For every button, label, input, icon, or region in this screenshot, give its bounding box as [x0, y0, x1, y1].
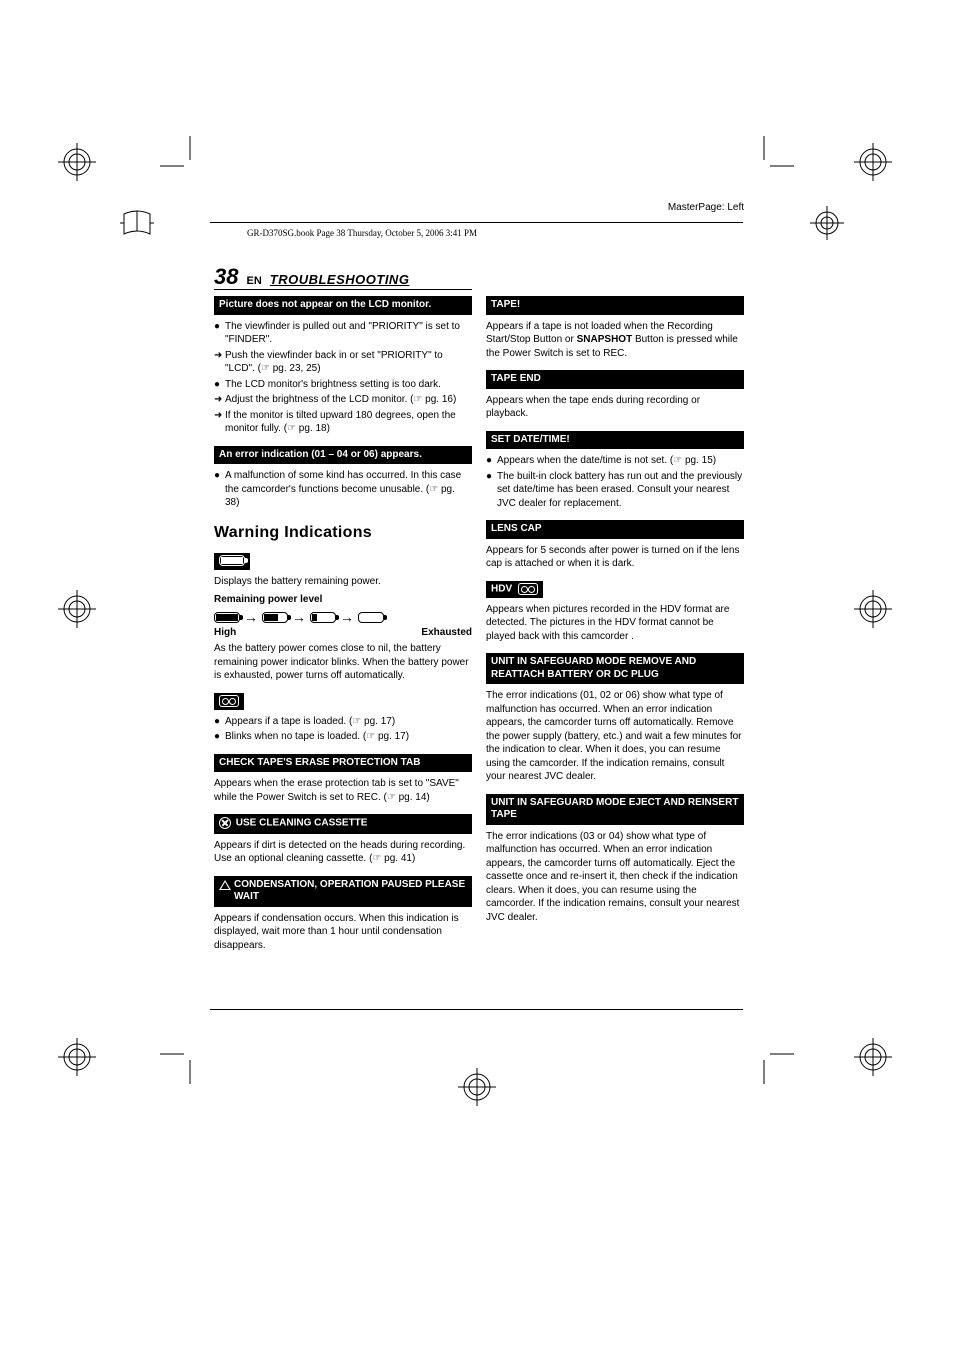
safeguard-battery-text: The error indications (01, 02 or 06) sho… — [486, 689, 744, 784]
battery-label: Displays the battery remaining power. — [214, 575, 472, 589]
cleaning-text: Appears if dirt is detected on the heads… — [214, 839, 472, 866]
header-condensation: CONDENSATION, OPERATION PAUSED PLEASE WA… — [214, 876, 472, 907]
crop-mark-tl — [160, 136, 196, 172]
reg-mark — [854, 590, 892, 628]
masterpage-label: MasterPage: Left — [668, 202, 744, 213]
reg-mark — [854, 143, 892, 181]
tape-text: Appears if a tape is not loaded when the… — [486, 320, 744, 361]
condensation-text: Appears if condensation occurs. When thi… — [214, 912, 472, 953]
book-icon — [118, 204, 156, 242]
header-safeguard-tape: UNIT IN SAFEGUARD MODE EJECT AND REINSER… — [486, 794, 744, 825]
header-error: An error indication (01 – 04 or 06) appe… — [214, 446, 472, 465]
header-hdv: HDV — [486, 581, 543, 598]
list-item: The viewfinder is pulled out and "PRIORI… — [225, 321, 460, 346]
right-column: TAPE! Appears if a tape is not loaded wh… — [486, 296, 744, 934]
safeguard-tape-text: The error indications (03 or 04) show wh… — [486, 830, 744, 925]
battery-level-label: Remaining power level — [214, 593, 472, 607]
tape-icon-header — [214, 693, 244, 710]
list-item: Appears when the date/time is not set. (… — [497, 455, 716, 466]
list-item: A malfunction of some kind has occurred.… — [225, 470, 461, 508]
header-tape-end: TAPE END — [486, 370, 744, 389]
lcd-list: ●The viewfinder is pulled out and "PRIOR… — [214, 320, 472, 436]
crop-mark-br — [758, 1048, 794, 1084]
page-lang: EN — [246, 275, 261, 287]
crop-mark-tr — [758, 136, 794, 172]
header-date: SET DATE/TIME! — [486, 431, 744, 450]
footer-rule — [210, 1009, 743, 1010]
page-header: 38 EN TROUBLESHOOTING — [214, 264, 409, 290]
tape-icon — [518, 583, 538, 595]
page-number: 38 — [214, 264, 238, 290]
reg-mark — [854, 1038, 892, 1076]
hdv-text: Appears when pictures recorded in the HD… — [486, 603, 744, 644]
section-title: TROUBLESHOOTING — [270, 272, 410, 287]
crop-mark-bl — [160, 1048, 196, 1084]
reg-mark — [58, 143, 96, 181]
list-item: Appears if a tape is loaded. (☞ pg. 17) — [225, 716, 395, 727]
list-item: Blinks when no tape is loaded. (☞ pg. 17… — [225, 731, 409, 742]
reg-mark — [58, 1038, 96, 1076]
list-item: If the monitor is tilted upward 180 degr… — [225, 410, 456, 435]
reg-mark — [458, 1068, 496, 1106]
header-lens: LENS CAP — [486, 520, 744, 539]
header-safeguard-battery: UNIT IN SAFEGUARD MODE REMOVE AND REATTA… — [486, 653, 744, 684]
source-path: GR-D370SG.book Page 38 Thursday, October… — [247, 228, 477, 238]
header-check-tape: CHECK TAPE'S ERASE PROTECTION TAB — [214, 754, 472, 773]
battery-level-row: → → → — [214, 612, 472, 623]
warning-icon — [219, 880, 231, 890]
reg-mark — [58, 590, 96, 628]
reg-mark-small — [808, 204, 846, 242]
header-cleaning: USE CLEANING CASSETTE — [214, 814, 472, 833]
header-tape: TAPE! — [486, 296, 744, 315]
list-item: The LCD monitor's brightness setting is … — [225, 379, 441, 390]
tape-end-text: Appears when the tape ends during record… — [486, 394, 744, 421]
list-item: Push the viewfinder back in or set "PRIO… — [225, 350, 443, 375]
battery-icon-header — [214, 553, 250, 570]
header-lcd: Picture does not appear on the LCD monit… — [214, 296, 472, 315]
battery-text: As the battery power comes close to nil,… — [214, 642, 472, 683]
battery-range-labels: High Exhausted — [214, 626, 472, 640]
header-rule — [210, 222, 743, 223]
prohibit-icon — [219, 817, 231, 829]
left-column: Picture does not appear on the LCD monit… — [214, 296, 472, 962]
check-tape-text: Appears when the erase protection tab is… — [214, 777, 472, 804]
list-item: The built-in clock battery has run out a… — [497, 471, 742, 509]
warning-heading: Warning Indications — [214, 522, 472, 544]
lens-text: Appears for 5 seconds after power is tur… — [486, 544, 744, 571]
title-underline — [214, 289, 472, 290]
list-item: Adjust the brightness of the LCD monitor… — [225, 394, 456, 405]
